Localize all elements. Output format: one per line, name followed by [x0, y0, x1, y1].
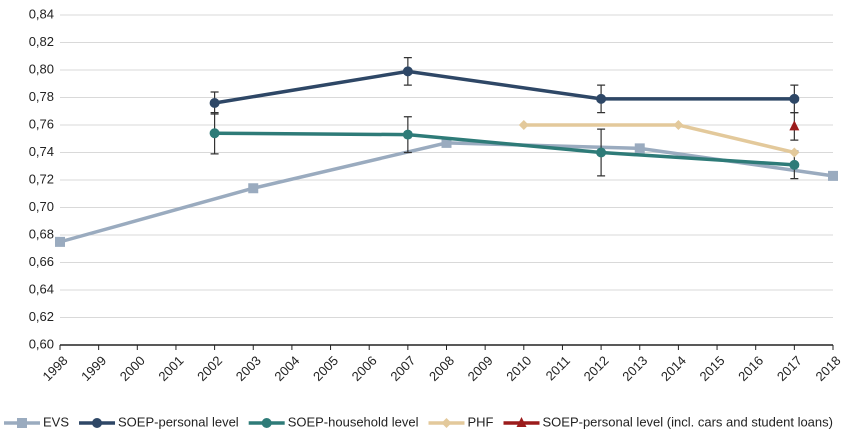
x-tick-label: 2013	[619, 353, 650, 384]
x-tick-label: 2007	[387, 353, 418, 384]
data-point	[248, 183, 259, 194]
x-tick-label: 2014	[658, 353, 689, 384]
legend-label: PHF	[468, 414, 494, 429]
legend-marker	[516, 417, 527, 427]
data-point	[402, 66, 413, 77]
data-point	[789, 120, 800, 131]
y-tick-label: 0,84	[29, 6, 54, 21]
legend-label: SOEP-personal level (incl. cars and stud…	[543, 414, 833, 429]
legend-label: SOEP-personal level	[118, 414, 239, 429]
legend-item: EVS	[4, 414, 69, 429]
legend-label: SOEP-household level	[288, 414, 419, 429]
x-tick-label: 2011	[543, 353, 573, 383]
x-tick-label: 2000	[117, 353, 148, 384]
data-point	[518, 120, 529, 130]
y-tick-label: 0,82	[29, 34, 54, 49]
x-tick-label: 2017	[774, 353, 805, 384]
data-point	[55, 236, 65, 247]
x-tick-label: 2005	[310, 353, 341, 384]
y-tick-label: 0,66	[29, 254, 54, 269]
data-point	[209, 128, 220, 139]
x-tick-label: 1999	[78, 353, 109, 384]
data-point	[441, 137, 452, 148]
legend-item: SOEP-household level	[248, 414, 419, 429]
series-line	[214, 69, 795, 105]
data-point	[596, 93, 607, 104]
series	[209, 112, 800, 180]
legend-marker	[17, 418, 27, 428]
legend-label: EVS	[43, 414, 69, 429]
x-tick-label: 2006	[349, 353, 380, 384]
y-tick-label: 0,74	[29, 144, 54, 159]
series-line	[59, 141, 834, 244]
y-tick-label: 0,72	[29, 171, 54, 186]
series	[518, 120, 800, 158]
data-point	[634, 143, 645, 154]
series	[209, 57, 800, 115]
legend-item: PHF	[428, 414, 494, 429]
x-tick-label: 2015	[697, 353, 728, 384]
y-tick-label: 0,80	[29, 61, 54, 76]
data-point	[789, 147, 800, 158]
data-point	[209, 98, 220, 108]
legend-item: SOEP-personal level (incl. cars and stud…	[503, 414, 833, 429]
y-tick-label: 0,76	[29, 116, 54, 131]
legend-item: SOEP-personal level	[79, 414, 239, 429]
x-tick-label: 2009	[465, 353, 496, 384]
x-tick-label: 2008	[426, 353, 457, 384]
x-tick-label: 1998	[39, 353, 70, 384]
x-tick-label: 2001	[155, 353, 186, 384]
y-tick-label: 0,68	[29, 226, 54, 241]
data-point	[402, 129, 413, 140]
data-point	[789, 93, 800, 104]
x-tick-label: 2002	[194, 353, 225, 384]
legend-marker	[261, 418, 272, 428]
x-tick-label: 2018	[812, 353, 843, 384]
series-line	[214, 131, 795, 167]
data-point	[789, 159, 800, 170]
series	[55, 137, 838, 247]
x-tick-label: 2004	[271, 353, 302, 384]
data-point	[828, 170, 838, 181]
x-tick-label: 2012	[581, 353, 612, 384]
legend-marker	[441, 418, 452, 428]
y-tick-label: 0,62	[29, 309, 54, 324]
data-point	[596, 147, 607, 158]
data-point	[673, 120, 684, 130]
series	[789, 112, 800, 141]
x-tick-label: 2010	[503, 353, 534, 384]
y-tick-label: 0,60	[29, 336, 54, 351]
y-tick-label: 0,78	[29, 89, 54, 104]
y-tick-label: 0,64	[29, 281, 54, 296]
y-tick-label: 0,70	[29, 199, 54, 214]
legend-marker	[92, 418, 103, 428]
x-tick-label: 2016	[735, 353, 766, 384]
x-tick-label: 2003	[233, 353, 264, 384]
